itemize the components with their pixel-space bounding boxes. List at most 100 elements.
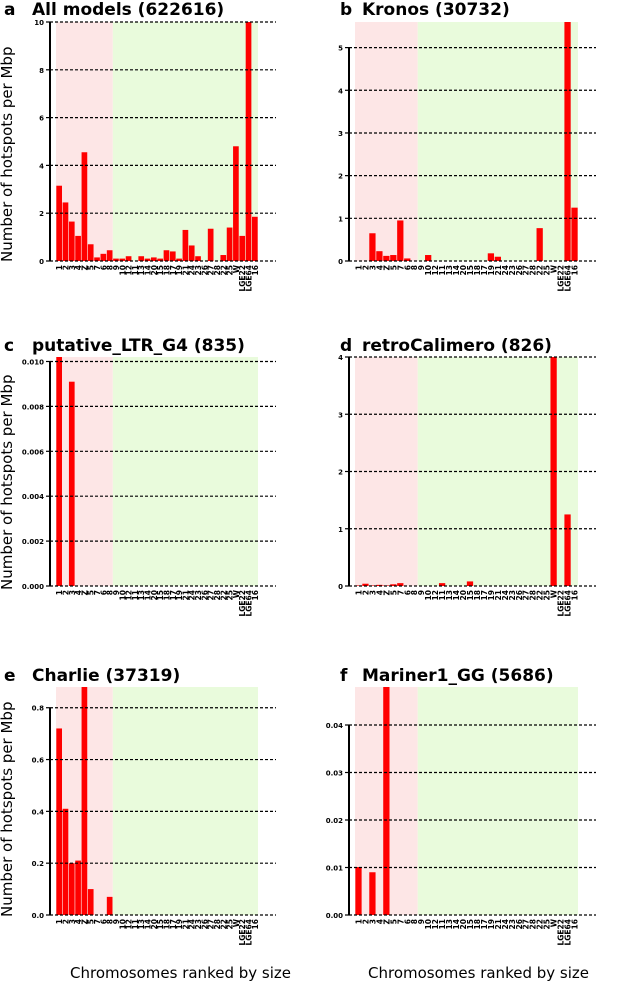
x-tick-label: 20 [459, 590, 468, 600]
bar-3 [369, 872, 376, 915]
bar-1 [355, 867, 362, 915]
x-tick-label: W [232, 589, 241, 598]
x-tick-label: 12 [125, 590, 134, 600]
bar-19 [487, 253, 495, 261]
y-gridlines: 0 1 2 3 4 [338, 354, 596, 591]
bar-5 [87, 889, 94, 915]
bar-Z [383, 687, 390, 915]
x-tick-label: 9 [112, 265, 121, 270]
bar-20 [151, 257, 157, 261]
x-tick-label: 14 [144, 265, 153, 275]
x-tick-label: 8 [410, 919, 419, 924]
y-tick-label: 0.006 [22, 448, 44, 456]
x-tick-labels: 1234Z57689101211131420151817192124232627… [55, 918, 260, 945]
y-tick-label: 2 [39, 210, 44, 218]
panel-e-title-text: Charlie (37319) [32, 666, 181, 686]
panel-b-title: b Kronos (30732) [340, 0, 510, 20]
y-tick-label: 6 [39, 115, 44, 123]
x-tick-label: W [550, 264, 559, 273]
panel-c-letter: c [4, 336, 15, 356]
x-tick-label: 14 [452, 919, 461, 929]
x-tick-label: 14 [452, 265, 461, 275]
x-tick-label: Z [80, 589, 89, 595]
y-tick-label: 0.8 [32, 705, 45, 713]
x-tick-label: 1 [55, 590, 64, 595]
y-tick-label: 3 [338, 130, 343, 138]
x-tick-label: 21 [181, 590, 190, 600]
x-tick-label: 11 [131, 590, 140, 600]
y-tick-label: 10 [34, 19, 44, 27]
panel-c-title: c putative_LTR_G4 (835) [4, 336, 245, 356]
x-tick-label: 4 [74, 265, 83, 270]
x-tick-label: 24 [188, 919, 197, 929]
x-tick-label: 2 [361, 265, 370, 270]
bar-3 [68, 863, 75, 915]
x-tick-label: 26 [515, 265, 524, 275]
x-tick-label: 13 [445, 919, 454, 929]
x-tick-label: 25 [543, 590, 552, 600]
x-tick-label: 10 [118, 590, 127, 600]
x-tick-label: 27 [207, 265, 216, 275]
bar-Z [81, 152, 88, 261]
x-tick-label: 11 [438, 919, 447, 929]
x-tick-label: 2 [61, 919, 70, 924]
x-tick-label: 9 [417, 590, 426, 595]
x-tick-label: 22 [219, 919, 228, 929]
macrochromosome-region [355, 22, 418, 261]
x-tick-label: 1 [354, 265, 363, 270]
x-tick-label: 16 [251, 590, 260, 600]
x-tick-label: 12 [125, 265, 134, 275]
bar-2 [62, 202, 69, 261]
bar-1 [56, 357, 62, 586]
x-tick-label: 27 [207, 590, 216, 600]
panel-c-plot: 0.0000.0020.0040.0060.0080.0101234Z57689… [22, 357, 276, 617]
bar-W [550, 357, 557, 586]
bar-17 [169, 251, 176, 261]
x-tick-label: Z [382, 918, 391, 924]
x-tick-label: 10 [424, 590, 433, 600]
x-tick-label: 13 [445, 265, 454, 275]
x-tick-label: 10 [424, 919, 433, 929]
panel-f-title: f Mariner1_GG (5686) [340, 666, 554, 686]
x-tick-label: 19 [487, 919, 496, 929]
bar-23 [195, 256, 201, 261]
bar-18 [163, 250, 170, 261]
y-tick-label: 2 [338, 469, 343, 477]
x-tick-label: 23 [194, 919, 203, 929]
bar-27 [207, 228, 214, 261]
panel-b: b Kronos (30732) 0 1 2 3 4 5 1 2 3 4 Z 5 7 6 8 9 10 12 11 13… [320, 0, 629, 325]
x-tick-label: 2 [61, 590, 70, 595]
y-tick-label: 0.6 [32, 757, 45, 765]
x-tick-label: 6 [99, 265, 108, 270]
x-tick-label: 24 [501, 265, 510, 275]
y-tick-label: 0.00 [326, 912, 343, 920]
panel-c-title-text: putative_LTR_G4 (835) [32, 336, 245, 356]
bar-14 [144, 258, 151, 261]
x-tick-label: 9 [417, 919, 426, 924]
x-tick-label: 16 [571, 590, 580, 600]
x-tick-label: W [232, 264, 241, 273]
x-tick-label: 24 [188, 265, 197, 275]
bar-25 [226, 227, 233, 261]
x-tick-label: 28 [529, 590, 538, 600]
x-tick-label: LGE22 [557, 919, 566, 946]
x-tick-label: 5 [389, 265, 398, 270]
x-tick-label: 6 [99, 919, 108, 924]
x-tick-label: 1 [55, 919, 64, 924]
bar-6 [404, 258, 411, 261]
panel-d: d retroCalimero (826) 0 1 2 3 4 1 2 3 4 Z 5 7 6 8 9 10 12… [320, 325, 629, 655]
y-gridlines: 0.0 0.2 0.4 0.6 0.8 [32, 705, 276, 920]
x-tick-label: 20 [459, 265, 468, 275]
x-tick-labels: 1234Z57689101211131420151817192124232627… [354, 264, 579, 291]
x-tick-label: 27 [522, 265, 531, 275]
x-tick-label: Z [80, 918, 89, 924]
x-tick-label: 3 [368, 590, 377, 595]
y-tick-label: 3 [338, 411, 343, 419]
x-tick-label: 7 [93, 590, 102, 595]
x-tick-label: 19 [487, 265, 496, 275]
bar-3 [369, 233, 376, 261]
x-tick-label: 11 [438, 590, 447, 600]
x-tick-label: 25 [226, 265, 235, 275]
panel-e: e Charlie (37319) Number of hotspots per … [0, 655, 320, 988]
microchromosome-region [417, 687, 578, 915]
